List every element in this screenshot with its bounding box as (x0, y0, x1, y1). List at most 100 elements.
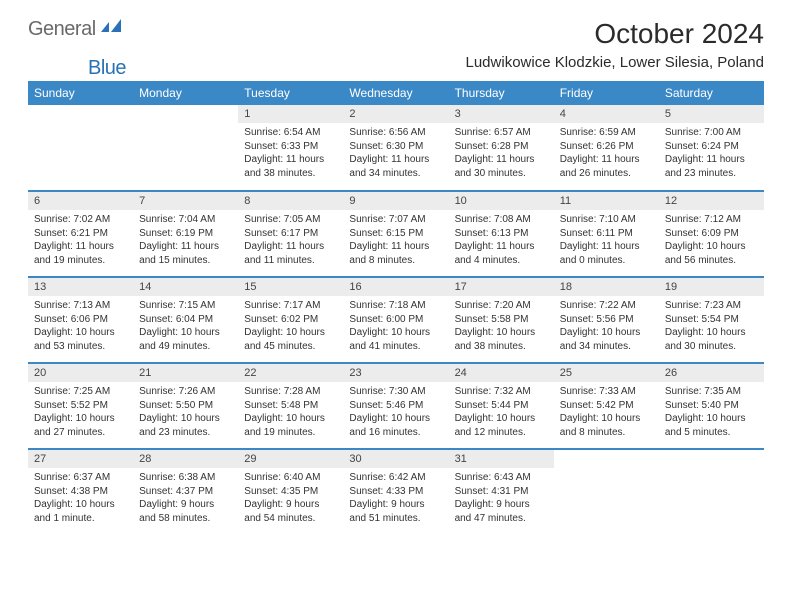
day-header-row: SundayMondayTuesdayWednesdayThursdayFrid… (28, 81, 764, 105)
day-body: Sunrise: 6:38 AMSunset: 4:37 PMDaylight:… (133, 468, 238, 530)
sunrise-text: Sunrise: 7:07 AM (349, 213, 442, 227)
daylight-text: Daylight: 10 hours and 53 minutes. (34, 326, 127, 353)
daylight-text: Daylight: 10 hours and 12 minutes. (455, 412, 548, 439)
daylight-text: Daylight: 11 hours and 11 minutes. (244, 240, 337, 267)
sunrise-text: Sunrise: 7:18 AM (349, 299, 442, 313)
day-body: Sunrise: 7:22 AMSunset: 5:56 PMDaylight:… (554, 296, 659, 358)
calendar-day-cell: 13Sunrise: 7:13 AMSunset: 6:06 PMDayligh… (28, 277, 133, 363)
sunrise-text: Sunrise: 7:04 AM (139, 213, 232, 227)
day-body: Sunrise: 7:17 AMSunset: 6:02 PMDaylight:… (238, 296, 343, 358)
logo-sails-icon (101, 16, 123, 39)
day-body: Sunrise: 7:12 AMSunset: 6:09 PMDaylight:… (659, 210, 764, 272)
sunset-text: Sunset: 6:26 PM (560, 140, 653, 154)
day-number: 2 (343, 105, 448, 123)
day-number: 11 (554, 192, 659, 210)
sunrise-text: Sunrise: 7:30 AM (349, 385, 442, 399)
day-number: 6 (28, 192, 133, 210)
day-body: Sunrise: 6:43 AMSunset: 4:31 PMDaylight:… (449, 468, 554, 530)
sunset-text: Sunset: 6:02 PM (244, 313, 337, 327)
month-title: October 2024 (466, 18, 765, 50)
calendar-day-cell: 7Sunrise: 7:04 AMSunset: 6:19 PMDaylight… (133, 191, 238, 277)
calendar-day-cell: 1Sunrise: 6:54 AMSunset: 6:33 PMDaylight… (238, 105, 343, 191)
day-number: 30 (343, 450, 448, 468)
calendar-day-cell: 6Sunrise: 7:02 AMSunset: 6:21 PMDaylight… (28, 191, 133, 277)
sunrise-text: Sunrise: 7:33 AM (560, 385, 653, 399)
sunrise-text: Sunrise: 6:54 AM (244, 126, 337, 140)
sunrise-text: Sunrise: 6:40 AM (244, 471, 337, 485)
sunset-text: Sunset: 5:48 PM (244, 399, 337, 413)
sunset-text: Sunset: 6:30 PM (349, 140, 442, 154)
day-body: Sunrise: 7:07 AMSunset: 6:15 PMDaylight:… (343, 210, 448, 272)
calendar-day-cell: 19Sunrise: 7:23 AMSunset: 5:54 PMDayligh… (659, 277, 764, 363)
day-number: 3 (449, 105, 554, 123)
day-body: Sunrise: 6:56 AMSunset: 6:30 PMDaylight:… (343, 123, 448, 185)
calendar-day-cell: 10Sunrise: 7:08 AMSunset: 6:13 PMDayligh… (449, 191, 554, 277)
day-number: 21 (133, 364, 238, 382)
daylight-text: Daylight: 10 hours and 1 minute. (34, 498, 127, 525)
calendar-day-cell: 30Sunrise: 6:42 AMSunset: 4:33 PMDayligh… (343, 449, 448, 535)
calendar-day-cell: 5Sunrise: 7:00 AMSunset: 6:24 PMDaylight… (659, 105, 764, 191)
sunrise-text: Sunrise: 7:23 AM (665, 299, 758, 313)
calendar-day-cell: 21Sunrise: 7:26 AMSunset: 5:50 PMDayligh… (133, 363, 238, 449)
sunset-text: Sunset: 5:46 PM (349, 399, 442, 413)
day-body: Sunrise: 6:54 AMSunset: 6:33 PMDaylight:… (238, 123, 343, 185)
daylight-text: Daylight: 11 hours and 38 minutes. (244, 153, 337, 180)
page: General October 2024 Ludwikowice Klodzki… (0, 0, 792, 545)
day-number: 12 (659, 192, 764, 210)
sunrise-text: Sunrise: 7:20 AM (455, 299, 548, 313)
calendar-day-cell: 14Sunrise: 7:15 AMSunset: 6:04 PMDayligh… (133, 277, 238, 363)
day-header: Friday (554, 81, 659, 105)
calendar-day-cell: 20Sunrise: 7:25 AMSunset: 5:52 PMDayligh… (28, 363, 133, 449)
day-body: Sunrise: 6:42 AMSunset: 4:33 PMDaylight:… (343, 468, 448, 530)
day-body: Sunrise: 6:59 AMSunset: 6:26 PMDaylight:… (554, 123, 659, 185)
sunset-text: Sunset: 5:56 PM (560, 313, 653, 327)
day-body: Sunrise: 7:00 AMSunset: 6:24 PMDaylight:… (659, 123, 764, 185)
daylight-text: Daylight: 9 hours and 47 minutes. (455, 498, 548, 525)
day-number: 8 (238, 192, 343, 210)
sunrise-text: Sunrise: 7:05 AM (244, 213, 337, 227)
day-body: Sunrise: 7:08 AMSunset: 6:13 PMDaylight:… (449, 210, 554, 272)
day-body: Sunrise: 7:18 AMSunset: 6:00 PMDaylight:… (343, 296, 448, 358)
sunrise-text: Sunrise: 6:56 AM (349, 126, 442, 140)
daylight-text: Daylight: 10 hours and 34 minutes. (560, 326, 653, 353)
calendar-day-cell: 28Sunrise: 6:38 AMSunset: 4:37 PMDayligh… (133, 449, 238, 535)
daylight-text: Daylight: 11 hours and 0 minutes. (560, 240, 653, 267)
day-number: 5 (659, 105, 764, 123)
calendar-day-cell: 25Sunrise: 7:33 AMSunset: 5:42 PMDayligh… (554, 363, 659, 449)
sunset-text: Sunset: 6:00 PM (349, 313, 442, 327)
day-body: Sunrise: 7:33 AMSunset: 5:42 PMDaylight:… (554, 382, 659, 444)
day-number: 14 (133, 278, 238, 296)
calendar-week: 27Sunrise: 6:37 AMSunset: 4:38 PMDayligh… (28, 449, 764, 535)
day-number: 4 (554, 105, 659, 123)
calendar-day-cell: 11Sunrise: 7:10 AMSunset: 6:11 PMDayligh… (554, 191, 659, 277)
calendar-day-cell: 9Sunrise: 7:07 AMSunset: 6:15 PMDaylight… (343, 191, 448, 277)
sunrise-text: Sunrise: 7:22 AM (560, 299, 653, 313)
daylight-text: Daylight: 10 hours and 16 minutes. (349, 412, 442, 439)
sunset-text: Sunset: 5:50 PM (139, 399, 232, 413)
sunrise-text: Sunrise: 7:28 AM (244, 385, 337, 399)
day-number: 23 (343, 364, 448, 382)
location-text: Ludwikowice Klodzkie, Lower Silesia, Pol… (466, 54, 765, 71)
daylight-text: Daylight: 11 hours and 15 minutes. (139, 240, 232, 267)
logo-text-blue: Blue (88, 57, 126, 80)
daylight-text: Daylight: 11 hours and 30 minutes. (455, 153, 548, 180)
day-header: Sunday (28, 81, 133, 105)
day-body: Sunrise: 7:20 AMSunset: 5:58 PMDaylight:… (449, 296, 554, 358)
calendar-day-cell: 8Sunrise: 7:05 AMSunset: 6:17 PMDaylight… (238, 191, 343, 277)
calendar-day-cell (28, 105, 133, 191)
sunrise-text: Sunrise: 7:35 AM (665, 385, 758, 399)
title-block: October 2024 Ludwikowice Klodzkie, Lower… (466, 18, 765, 71)
day-number: 16 (343, 278, 448, 296)
daylight-text: Daylight: 10 hours and 56 minutes. (665, 240, 758, 267)
sunset-text: Sunset: 4:37 PM (139, 485, 232, 499)
day-header: Tuesday (238, 81, 343, 105)
calendar-day-cell: 29Sunrise: 6:40 AMSunset: 4:35 PMDayligh… (238, 449, 343, 535)
day-body: Sunrise: 7:15 AMSunset: 6:04 PMDaylight:… (133, 296, 238, 358)
sunrise-text: Sunrise: 7:00 AM (665, 126, 758, 140)
calendar-week: 13Sunrise: 7:13 AMSunset: 6:06 PMDayligh… (28, 277, 764, 363)
daylight-text: Daylight: 10 hours and 38 minutes. (455, 326, 548, 353)
sunrise-text: Sunrise: 7:12 AM (665, 213, 758, 227)
sunset-text: Sunset: 5:40 PM (665, 399, 758, 413)
day-number: 10 (449, 192, 554, 210)
sunrise-text: Sunrise: 6:43 AM (455, 471, 548, 485)
